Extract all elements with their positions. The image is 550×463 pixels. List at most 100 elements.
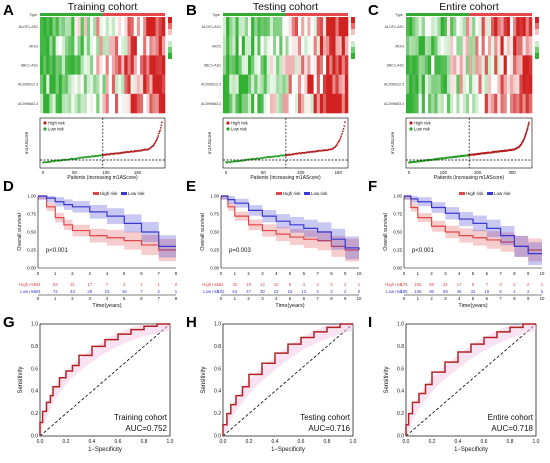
roc-xlabel: 1−Specificity bbox=[454, 447, 488, 453]
km-band-high bbox=[404, 196, 542, 263]
roc-ytick: 0.6 bbox=[397, 366, 404, 372]
risk-table-low: 1 bbox=[175, 289, 178, 294]
risk-table-xtick: 5 bbox=[123, 296, 126, 301]
legend-high-dot bbox=[226, 121, 230, 125]
risk-table-high: 3 bbox=[499, 282, 502, 287]
risk-table-low: 2 bbox=[527, 289, 530, 294]
color-key-swatch bbox=[168, 29, 172, 35]
roc-xtick: 0.0 bbox=[403, 439, 410, 445]
roc-xtick: 0.4 bbox=[272, 439, 279, 445]
risk-table-high: 8 bbox=[472, 282, 475, 287]
risk-table-high-label: High risk bbox=[202, 282, 220, 287]
risk-table-high-label: High risk bbox=[385, 282, 403, 287]
score-xtick: 0 bbox=[225, 170, 228, 175]
risk-table-high: 2 bbox=[123, 282, 126, 287]
roc-xtick: 1.0 bbox=[167, 439, 174, 445]
km-xtick: 6 bbox=[140, 271, 143, 276]
heatmap-score-entire: Entire cohort Type ALOF1-AS1 MOG SBC1-AS1 AC0… bbox=[384, 1, 539, 180]
legend-low-dot bbox=[226, 127, 230, 131]
roc-xtick: 0.6 bbox=[298, 439, 305, 445]
gene-label: AC099683.3 bbox=[18, 102, 38, 106]
km-xtick: 5 bbox=[472, 271, 475, 276]
risk-table-high: 50 bbox=[429, 282, 434, 287]
legend-high-dot bbox=[409, 121, 413, 125]
score-xtick: 50 bbox=[72, 170, 77, 175]
risk-table-high: 1 bbox=[358, 282, 361, 287]
cohort-title: Training cohort bbox=[68, 1, 138, 13]
risk-table-xtick: 10 bbox=[357, 296, 362, 301]
risk-table-low: 4 bbox=[316, 289, 319, 294]
risk-table-high: 3 bbox=[303, 282, 306, 287]
km-line-low bbox=[404, 195, 542, 255]
roc-diagonal bbox=[405, 323, 537, 437]
risk-table-xtick: 2 bbox=[71, 296, 74, 301]
km-xtick: 7 bbox=[316, 271, 319, 276]
score-xtick: 100 bbox=[440, 170, 448, 175]
roc-ytick: 0.8 bbox=[214, 344, 221, 350]
gene-label: AC099912.3 bbox=[18, 83, 38, 87]
km-line-high bbox=[38, 195, 176, 251]
risk-table-low: 102 bbox=[217, 289, 225, 294]
km-xtick: 1 bbox=[54, 271, 57, 276]
legend-low-label: Low risk bbox=[48, 127, 65, 132]
km-xtick: 2 bbox=[71, 271, 74, 276]
km-ytick: 0.25 bbox=[210, 248, 219, 253]
score-xlabel: Patients (increasing m1AScore) bbox=[434, 175, 505, 180]
legend-low-dot bbox=[409, 127, 413, 131]
risk-table-low: 23 bbox=[105, 289, 110, 294]
km-xtick: 9 bbox=[344, 271, 347, 276]
type-bar-high bbox=[285, 13, 348, 16]
risk-table-high: 63 bbox=[53, 282, 58, 287]
color-key-swatch bbox=[168, 35, 172, 41]
risk-table-low: 72 bbox=[53, 289, 58, 294]
gene-label: AC099683.3 bbox=[201, 102, 221, 106]
risk-table-high: 1 bbox=[158, 282, 161, 287]
score-ylabel: m1AScore bbox=[390, 131, 396, 154]
roc-diagonal bbox=[39, 323, 171, 437]
type-label: Type bbox=[395, 13, 403, 17]
km-xlabel: Time(years) bbox=[275, 303, 304, 309]
score-xtick: 0 bbox=[42, 170, 45, 175]
km-ytick: 0.75 bbox=[210, 212, 219, 217]
risk-table-xtick: 10 bbox=[540, 296, 545, 301]
km-xtick: 3 bbox=[444, 271, 447, 276]
color-key-swatch bbox=[168, 23, 172, 29]
panel-letter-f: F bbox=[368, 178, 378, 195]
roc-ytick: 0.4 bbox=[31, 389, 38, 395]
roc-ytick: 0.0 bbox=[31, 434, 38, 440]
roc-xtick: 0.2 bbox=[429, 439, 436, 445]
heatmap-grid bbox=[406, 17, 533, 114]
risk-table-xtick: 2 bbox=[430, 296, 433, 301]
risk-table-high: 31 bbox=[443, 282, 448, 287]
risk-table-low: 16 bbox=[122, 289, 127, 294]
risk-table-xtick: 9 bbox=[344, 296, 347, 301]
km-xtick: 2 bbox=[430, 271, 433, 276]
roc-xtick: 0.2 bbox=[63, 439, 70, 445]
type-label: Type bbox=[212, 13, 220, 17]
risk-table-xtick: 7 bbox=[316, 296, 319, 301]
km-ytick: 0.75 bbox=[27, 212, 36, 217]
heatmap-score-testing: Testing cohort Type ALOF1-AS1 MOG SBC1-AS1 AC… bbox=[201, 1, 355, 180]
risk-table-low: 46 bbox=[457, 289, 462, 294]
risk-table-low: 3 bbox=[330, 289, 333, 294]
roc-frame bbox=[405, 323, 537, 437]
km-legend-high-swatch bbox=[93, 192, 99, 195]
km-legend-low-label: Low risk bbox=[311, 191, 328, 196]
km-xtick: 1 bbox=[417, 271, 420, 276]
color-key-swatch bbox=[168, 17, 172, 23]
gene-label: MOG bbox=[395, 44, 404, 48]
type-bar-low bbox=[40, 13, 103, 16]
km-xtick: 0 bbox=[403, 271, 406, 276]
risk-table-high: 1 bbox=[140, 282, 143, 287]
heatmap-score-training: Training cohort Type ALOF1-AS1 MOG SBC1-AS1 A… bbox=[18, 1, 172, 180]
km-ylabel: Overall survival bbox=[383, 213, 389, 251]
score-ylabel: m1AScore bbox=[207, 131, 213, 154]
risk-table-high: 0 bbox=[175, 282, 178, 287]
risk-table-low: 64 bbox=[232, 289, 237, 294]
km-xtick: 6 bbox=[486, 271, 489, 276]
color-key-swatch bbox=[351, 47, 355, 53]
legend-high-label: High risk bbox=[414, 121, 432, 126]
km-ylabel: Overall survival bbox=[17, 213, 23, 251]
km-ytick: 1.00 bbox=[27, 194, 36, 199]
risk-table-high: 105 bbox=[414, 282, 422, 287]
